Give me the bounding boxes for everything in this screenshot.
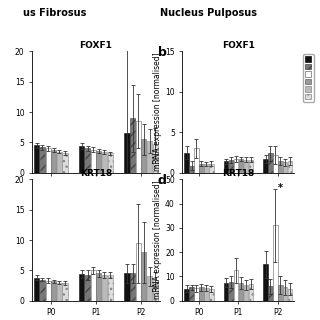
Bar (124, 133, 130, 173)
Bar (91, 270, 96, 301)
Bar (62, 153, 68, 173)
Text: d: d (158, 174, 167, 187)
Bar (45, 148, 51, 173)
Bar (273, 155, 277, 173)
Legend: , , , , , : , , , , , (303, 54, 314, 101)
Bar (273, 225, 277, 301)
Bar (244, 285, 248, 301)
Bar (194, 288, 199, 301)
Bar (268, 286, 273, 301)
Bar (102, 275, 107, 301)
Bar (288, 161, 292, 173)
Bar (153, 280, 158, 301)
Bar (189, 287, 194, 301)
Bar (288, 289, 292, 301)
Bar (239, 283, 243, 301)
Bar (278, 161, 283, 173)
Bar (263, 264, 268, 301)
Bar (136, 243, 141, 301)
Bar (85, 148, 90, 173)
Bar (209, 289, 213, 301)
Text: Nucleus Pulposus: Nucleus Pulposus (159, 8, 257, 18)
Bar (283, 162, 287, 173)
Bar (194, 148, 199, 173)
Bar (283, 287, 287, 301)
Bar (268, 153, 273, 173)
Bar (153, 144, 158, 173)
Bar (239, 159, 243, 173)
Bar (108, 153, 113, 173)
Bar (229, 160, 233, 173)
Bar (102, 152, 107, 173)
Bar (189, 165, 194, 173)
Bar (34, 145, 39, 173)
Title: FOXF1: FOXF1 (222, 41, 255, 51)
Bar (130, 273, 135, 301)
Bar (51, 281, 56, 301)
Bar (108, 275, 113, 301)
Bar (57, 151, 62, 173)
Bar (234, 270, 238, 301)
Bar (57, 283, 62, 301)
Title: KRT18: KRT18 (222, 169, 254, 179)
Bar (229, 282, 233, 301)
Text: *: * (278, 183, 283, 193)
Bar (85, 275, 90, 301)
Bar (141, 139, 147, 173)
Bar (184, 289, 189, 301)
Bar (141, 252, 147, 301)
Bar (184, 153, 189, 173)
Bar (124, 273, 130, 301)
Bar (224, 283, 228, 301)
Bar (96, 273, 101, 301)
Bar (147, 276, 152, 301)
Bar (249, 284, 253, 301)
Bar (51, 150, 56, 173)
Bar (199, 287, 204, 301)
Bar (224, 162, 228, 173)
Bar (130, 118, 135, 173)
Bar (147, 141, 152, 173)
Bar (96, 151, 101, 173)
Title: FOXF1: FOXF1 (80, 41, 112, 51)
Bar (40, 280, 45, 301)
Bar (79, 146, 84, 173)
Y-axis label: mRNA expression [normalised]: mRNA expression [normalised] (153, 53, 162, 171)
Bar (234, 159, 238, 173)
Bar (263, 159, 268, 173)
Bar (45, 281, 51, 301)
Y-axis label: mRNA expression [normalised]: mRNA expression [normalised] (153, 181, 162, 299)
Bar (204, 164, 209, 173)
Bar (199, 164, 204, 173)
Bar (244, 160, 248, 173)
Bar (40, 147, 45, 173)
Text: us Fibrosus: us Fibrosus (23, 8, 86, 18)
Bar (249, 160, 253, 173)
Bar (62, 283, 68, 301)
Title: KRT18: KRT18 (80, 169, 112, 179)
Bar (209, 164, 213, 173)
Bar (91, 150, 96, 173)
Text: b: b (158, 46, 167, 59)
Bar (204, 288, 209, 301)
Bar (79, 274, 84, 301)
Bar (34, 278, 39, 301)
Bar (136, 121, 141, 173)
Bar (278, 285, 283, 301)
